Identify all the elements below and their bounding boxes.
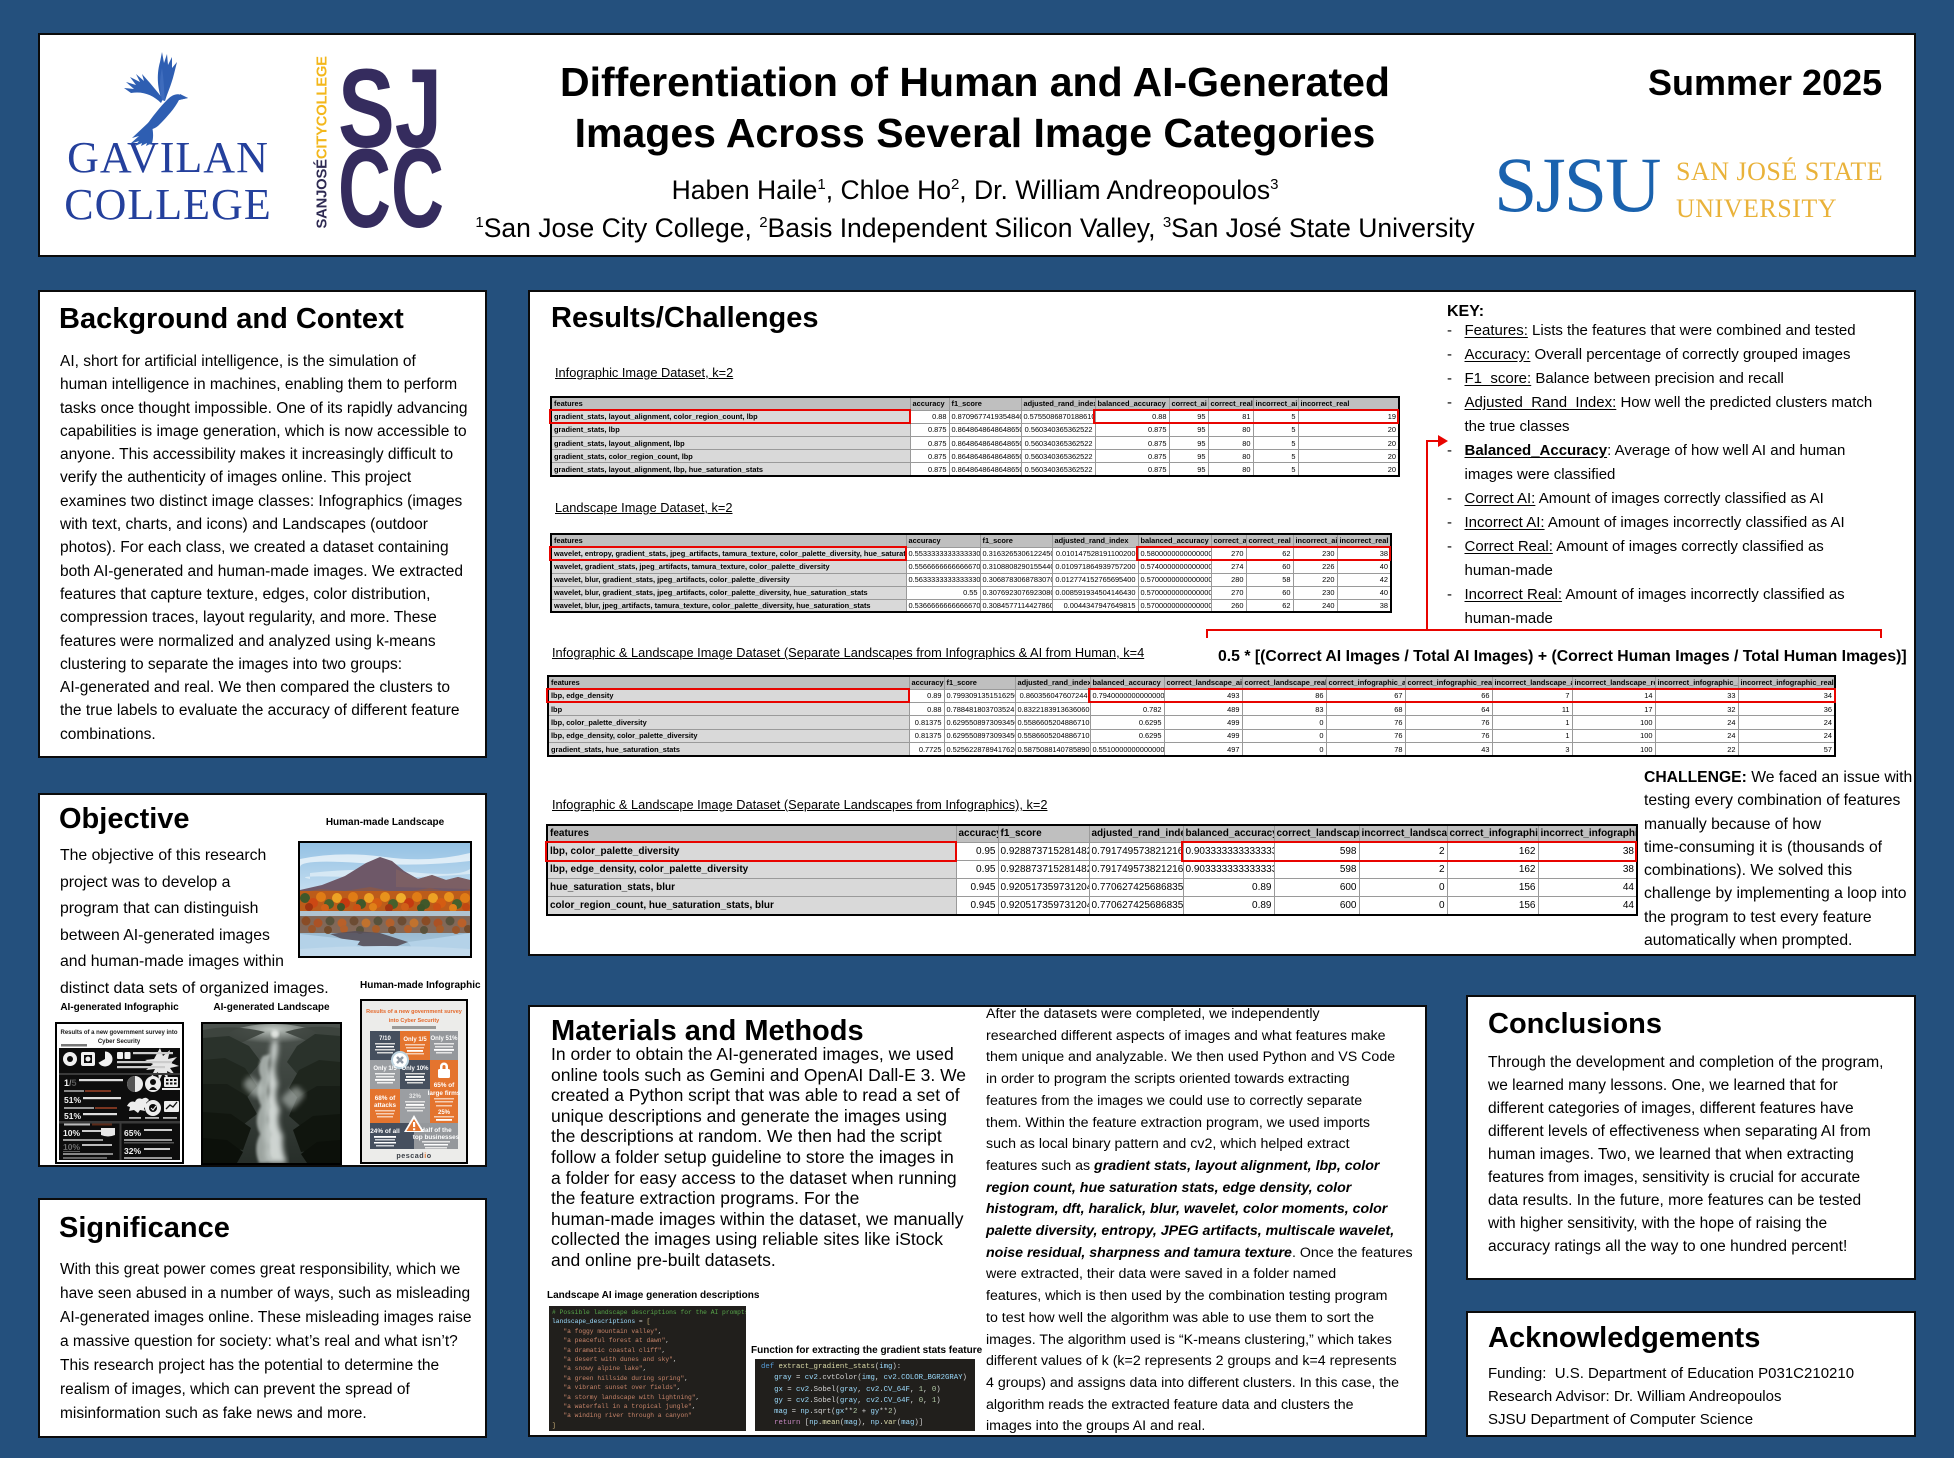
svg-text:10%: 10% xyxy=(63,1142,80,1152)
svg-text:68% of: 68% of xyxy=(375,1095,396,1102)
svg-text:24% of all: 24% of all xyxy=(370,1128,400,1135)
svg-text:65%: 65% xyxy=(124,1128,141,1138)
svg-text:large firms: large firms xyxy=(428,1090,461,1097)
svg-text:7/10: 7/10 xyxy=(379,1036,391,1042)
svg-text:10%: 10% xyxy=(63,1128,80,1138)
svg-text:Only 51%: Only 51% xyxy=(430,1036,458,1042)
svg-text:Half of the: Half of the xyxy=(420,1127,452,1134)
svg-text:Results of a new government su: Results of a new government survey xyxy=(366,1009,463,1015)
svg-text:51%: 51% xyxy=(64,1095,81,1105)
svg-text:32%: 32% xyxy=(124,1146,141,1156)
svg-text:25%: 25% xyxy=(438,1110,451,1116)
svg-text:into Cyber Security: into Cyber Security xyxy=(389,1018,440,1024)
svg-text:attacks: attacks xyxy=(374,1102,396,1109)
svg-text:Only 1/5: Only 1/5 xyxy=(373,1066,397,1072)
svg-text:1/5: 1/5 xyxy=(64,1078,77,1088)
svg-text:51%: 51% xyxy=(64,1111,81,1121)
svg-text:Cyber Security: Cyber Security xyxy=(98,1039,141,1045)
svg-text:Only 10%: Only 10% xyxy=(401,1066,429,1072)
svg-text:top businesses: top businesses xyxy=(413,1134,460,1141)
svg-text:CC: CC xyxy=(338,126,444,229)
svg-text:65% of: 65% of xyxy=(434,1082,455,1089)
svg-text:32%: 32% xyxy=(409,1094,422,1100)
svg-text:Results of a new government su: Results of a new government survey into xyxy=(60,1030,177,1036)
svg-text:SJ: SJ xyxy=(338,63,442,171)
svg-text:Only 1/5: Only 1/5 xyxy=(403,1037,427,1043)
svg-text:pescadio: pescadio xyxy=(396,1151,431,1160)
